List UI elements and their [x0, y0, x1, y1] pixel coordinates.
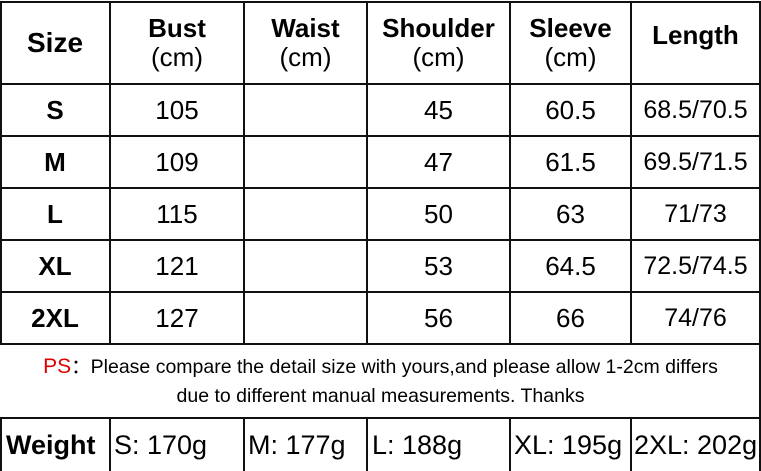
cell-bust: 121: [155, 250, 199, 281]
header-label: Length: [652, 20, 739, 50]
divider: [366, 1, 368, 345]
header-unit: (cm): [544, 42, 597, 72]
note-line2: due to different manual measurements. Th…: [176, 385, 585, 407]
cell-waist: [244, 85, 367, 135]
cell-shoulder: 56: [424, 302, 453, 333]
cell-bust: 115: [156, 198, 198, 229]
header-bust: Bust (cm): [110, 3, 244, 83]
divider: [109, 417, 111, 471]
divider: [243, 417, 245, 471]
note: PS：Please compare the detail size with y…: [0, 345, 761, 418]
cell-shoulder: 53: [424, 250, 453, 281]
divider: [109, 1, 111, 345]
cell-waist: [244, 137, 367, 187]
cell-length: 74/76: [664, 303, 727, 332]
cell-size: M: [44, 146, 66, 177]
weight-2xl: 2XL: 202g: [634, 430, 758, 460]
divider: [0, 187, 761, 189]
divider: [759, 1, 761, 471]
divider: [0, 343, 761, 345]
divider: [0, 83, 761, 85]
note-line1: Please compare the detail size with your…: [90, 356, 718, 378]
divider: [0, 417, 761, 419]
divider: [509, 1, 511, 345]
divider: [0, 1, 761, 3]
cell-sleeve: 61.5: [545, 146, 596, 177]
cell-shoulder: 50: [424, 198, 453, 229]
cell-size: L: [47, 198, 63, 229]
cell-waist: [244, 189, 367, 239]
cell-size: 2XL: [31, 302, 79, 333]
cell-shoulder: 47: [424, 146, 453, 177]
cell-length: 69.5/71.5: [643, 147, 748, 176]
cell-length: 68.5/70.5: [643, 95, 748, 124]
cell-sleeve: 64.5: [545, 250, 596, 281]
header-unit: (cm): [279, 42, 332, 72]
cell-length: 72.5/74.5: [643, 251, 748, 280]
cell-sleeve: 66: [556, 302, 585, 333]
weight-l: L: 188g: [372, 430, 463, 460]
cell-size: S: [46, 94, 64, 125]
divider: [630, 417, 632, 471]
header-label: Bust: [148, 13, 206, 43]
header-unit: (cm): [151, 42, 203, 72]
header-label: Shoulder: [382, 13, 495, 43]
cell-bust: 105: [155, 94, 199, 125]
cell-waist: [244, 241, 367, 291]
cell-size: XL: [38, 250, 72, 281]
header-unit: (cm): [412, 42, 465, 72]
cell-shoulder: 45: [424, 94, 453, 125]
cell-bust: 127: [155, 302, 199, 333]
divider: [0, 135, 761, 137]
header-label: Waist: [271, 13, 340, 43]
divider: [0, 239, 761, 241]
divider: [509, 417, 511, 471]
header-label: Sleeve: [529, 13, 612, 43]
divider: [630, 1, 632, 345]
divider: [243, 1, 245, 345]
weight-xl: XL: 195g: [514, 430, 623, 460]
cell-length: 71/73: [664, 199, 727, 228]
header-shoulder: Shoulder (cm): [367, 3, 510, 83]
header-sleeve: Sleeve (cm): [510, 3, 631, 83]
note-colon: ：: [71, 356, 91, 378]
header-waist: Waist (cm): [244, 3, 367, 83]
cell-sleeve: 63: [556, 198, 585, 229]
cell-sleeve: 60.5: [545, 94, 596, 125]
weight-m: M: 177g: [248, 430, 346, 460]
header-length: Length: [631, 3, 760, 83]
divider: [0, 417, 2, 471]
divider: [0, 291, 761, 293]
header-size: Size: [26, 27, 84, 58]
note-prefix: PS: [43, 355, 72, 378]
weight-s: S: 170g: [114, 430, 208, 460]
weight-label: Weight: [6, 430, 96, 460]
divider: [366, 417, 368, 471]
cell-bust: 109: [155, 146, 199, 177]
cell-waist: [244, 293, 367, 343]
divider: [0, 1, 2, 345]
